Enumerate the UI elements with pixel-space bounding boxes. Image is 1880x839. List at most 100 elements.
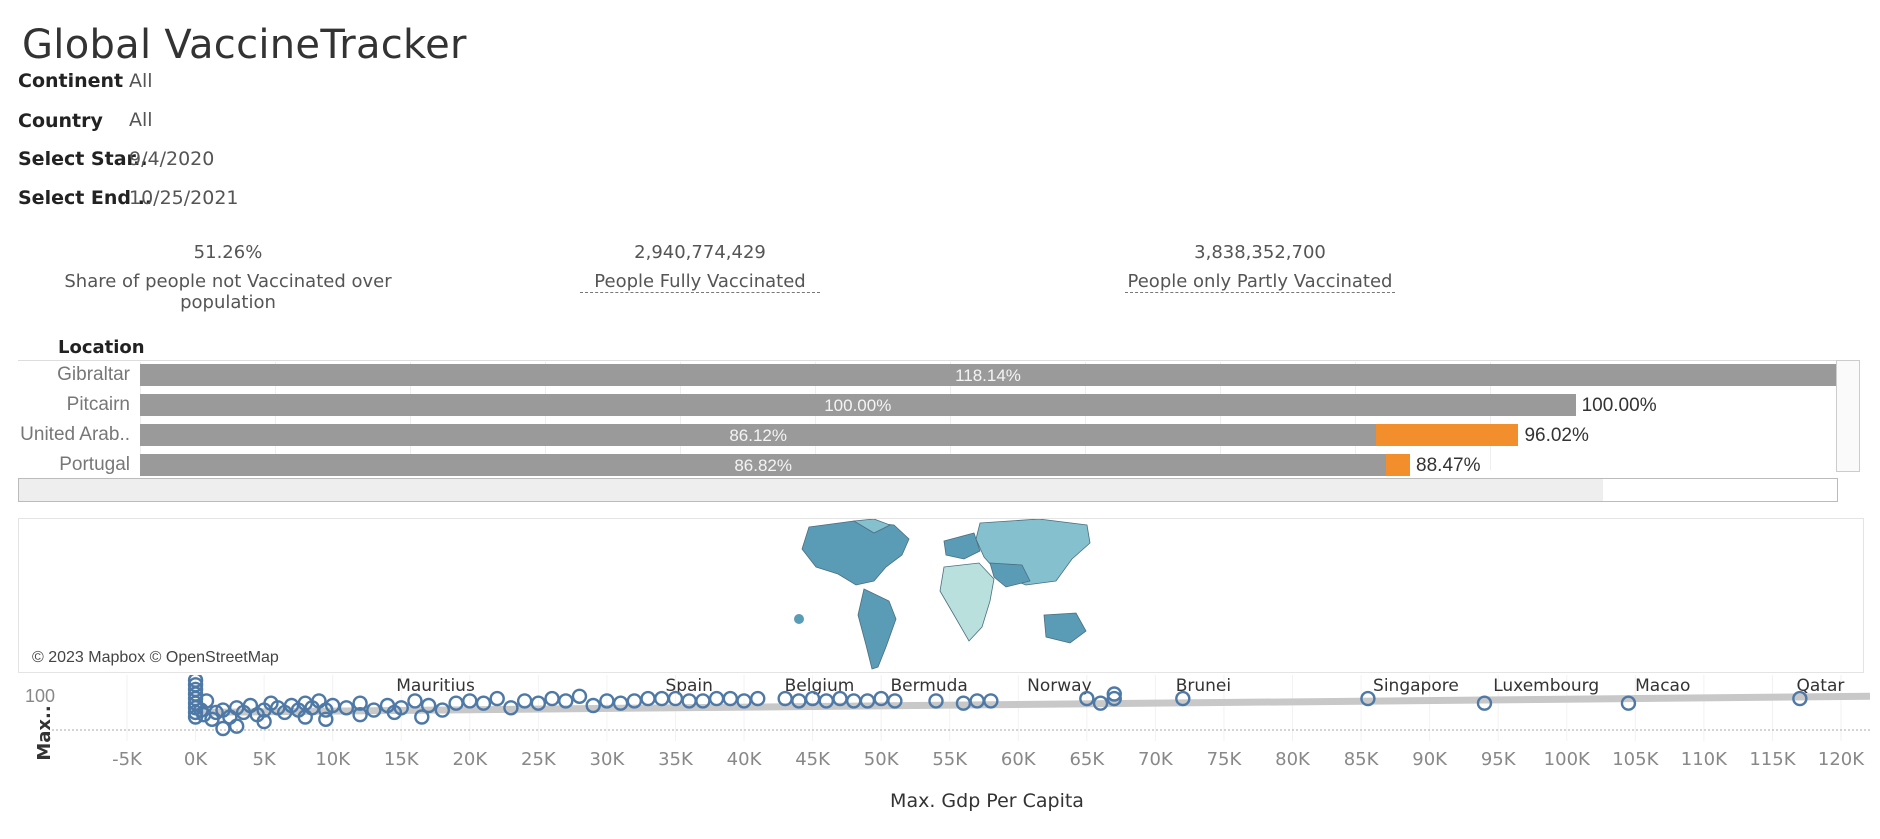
scatter-point[interactable] xyxy=(708,690,725,707)
x-tick-label: 65K xyxy=(1069,749,1105,770)
x-tick-label: 35K xyxy=(658,749,694,770)
map-attribution: © 2023 Mapbox © OpenStreetMap xyxy=(29,648,282,668)
horizontal-scrollbar-thumb[interactable] xyxy=(19,479,1603,501)
scatter-point[interactable] xyxy=(887,693,903,709)
fully-vaccinated-bar[interactable] xyxy=(140,364,1836,386)
location-label[interactable]: Portugal xyxy=(59,454,130,475)
scatter-point[interactable] xyxy=(1360,690,1376,707)
bar-gridline xyxy=(680,362,681,470)
location-column-header: Location xyxy=(58,337,145,358)
scatter-point[interactable] xyxy=(208,704,224,721)
scatter-point[interactable] xyxy=(1106,686,1122,702)
total-vaccinated-label: 96.02% xyxy=(1524,425,1589,446)
filter-country-value[interactable]: All xyxy=(129,109,153,131)
scatter-point[interactable] xyxy=(187,681,204,698)
x-axis-label: Max. Gdp Per Capita xyxy=(890,790,1084,812)
scatter-point[interactable] xyxy=(1106,690,1122,707)
scatter-point[interactable] xyxy=(722,690,739,707)
world-map[interactable]: © 2023 Mapbox © OpenStreetMap xyxy=(18,518,1864,673)
scatter-point[interactable] xyxy=(1079,690,1095,707)
scatter-point[interactable] xyxy=(228,718,245,734)
bar-gridline xyxy=(1490,362,1491,470)
partly-vaccinated-bar[interactable] xyxy=(1376,424,1519,446)
bar-gridline xyxy=(1085,362,1086,470)
trend-line xyxy=(195,692,1871,716)
filter-end-date-value[interactable]: 10/25/2021 xyxy=(129,187,239,209)
bar-gridline xyxy=(815,362,816,470)
scatter-point[interactable] xyxy=(928,693,944,709)
scatter-point[interactable] xyxy=(414,709,430,725)
x-tick-label: 25K xyxy=(521,749,557,770)
filter-continent-value[interactable]: All xyxy=(129,70,153,92)
x-tick-label: 5K xyxy=(252,749,276,770)
scatter-point[interactable] xyxy=(256,713,272,730)
horizontal-scrollbar[interactable] xyxy=(18,478,1838,502)
scatter-point[interactable] xyxy=(983,693,999,709)
scatter-point[interactable] xyxy=(434,702,451,718)
fully-vaccinated-bar[interactable] xyxy=(140,394,1576,416)
scatter-point[interactable] xyxy=(750,690,766,707)
location-label[interactable]: Gibraltar xyxy=(57,364,130,385)
country-annotation: Bermuda xyxy=(890,676,967,696)
scatter-point[interactable] xyxy=(489,690,505,707)
scatter-point[interactable] xyxy=(215,720,231,737)
scatter-point[interactable] xyxy=(407,693,423,709)
australia-shape xyxy=(1043,612,1087,644)
country-annotation: Spain xyxy=(665,676,713,696)
filter-continent-label: Continent xyxy=(18,70,124,92)
filter-start-date-value[interactable]: 9/4/2020 xyxy=(129,148,215,170)
scatter-point[interactable] xyxy=(530,695,547,711)
scatter-point[interactable] xyxy=(198,693,215,709)
scatter-point[interactable] xyxy=(318,711,334,727)
location-label[interactable]: Pitcairn xyxy=(66,394,130,415)
x-tick-label: 0K xyxy=(184,749,208,770)
x-tick-label: 95K xyxy=(1481,749,1517,770)
scatter-point[interactable] xyxy=(1175,690,1191,707)
x-tick-label: 90K xyxy=(1412,749,1448,770)
scatter-point[interactable] xyxy=(1476,695,1493,711)
scatter-point[interactable] xyxy=(338,700,355,716)
scatter-point[interactable] xyxy=(654,690,670,707)
scatter-point[interactable] xyxy=(475,695,492,711)
bar-gridline xyxy=(410,362,411,470)
bar-gridline xyxy=(1355,362,1356,470)
scatter-point[interactable] xyxy=(386,704,403,721)
filter-end-date-label: Select End .. xyxy=(18,187,153,209)
x-axis-ticks: -5K 0K 5K 10K 15K 20K 25K 30K 35K 40K 45K 50K 55K 60K… xyxy=(112,749,1865,770)
scatter-point[interactable] xyxy=(352,695,368,711)
island-marker xyxy=(794,614,804,624)
scatter-point[interactable] xyxy=(420,697,437,714)
scatter-point[interactable] xyxy=(503,700,519,716)
partly-vaccinated-bar[interactable] xyxy=(1386,454,1411,476)
kpi-not-vaccinated-value: 51.26% xyxy=(193,242,263,263)
dashboard-title: Global VaccineTracker xyxy=(22,22,467,68)
scatter-point[interactable] xyxy=(297,709,313,725)
kpi-partly-label: People only Partly Vaccinated xyxy=(1125,271,1395,293)
scatter-point[interactable] xyxy=(1092,695,1109,711)
total-vaccinated-label: 88.47% xyxy=(1416,455,1481,476)
country-annotations: Mauritius Spain Belgium Bermuda Norway Brunei… xyxy=(396,676,1844,696)
filter-start-date-label: Select Star.. xyxy=(18,148,148,170)
x-tick-label: 70K xyxy=(1138,749,1174,770)
scatter-point[interactable] xyxy=(366,702,382,718)
scatter-point[interactable] xyxy=(1792,690,1808,707)
scatter-point[interactable] xyxy=(516,693,533,709)
scatter-point[interactable] xyxy=(187,677,204,693)
bar-gridline xyxy=(545,362,546,470)
fully-vaccinated-bar[interactable] xyxy=(140,424,1377,446)
scatter-point[interactable] xyxy=(544,690,560,707)
scatter-point[interactable] xyxy=(187,675,204,688)
vertical-scrollbar[interactable] xyxy=(1836,360,1860,472)
x-tick-label: 50K xyxy=(864,749,900,770)
scatter-point[interactable] xyxy=(571,688,588,704)
location-label[interactable]: United Arab.. xyxy=(20,424,130,445)
fully-vaccinated-label: 100.00% xyxy=(824,396,892,415)
scatter-point[interactable] xyxy=(352,707,368,723)
fully-vaccinated-bar[interactable] xyxy=(140,454,1387,476)
x-tick-label: 110K xyxy=(1681,749,1728,770)
scatter-point[interactable] xyxy=(558,693,574,709)
scatter-point[interactable] xyxy=(640,690,656,707)
scatter-point[interactable] xyxy=(585,697,601,714)
country-annotation: Qatar xyxy=(1796,676,1844,696)
scatter-point[interactable] xyxy=(1620,695,1637,711)
